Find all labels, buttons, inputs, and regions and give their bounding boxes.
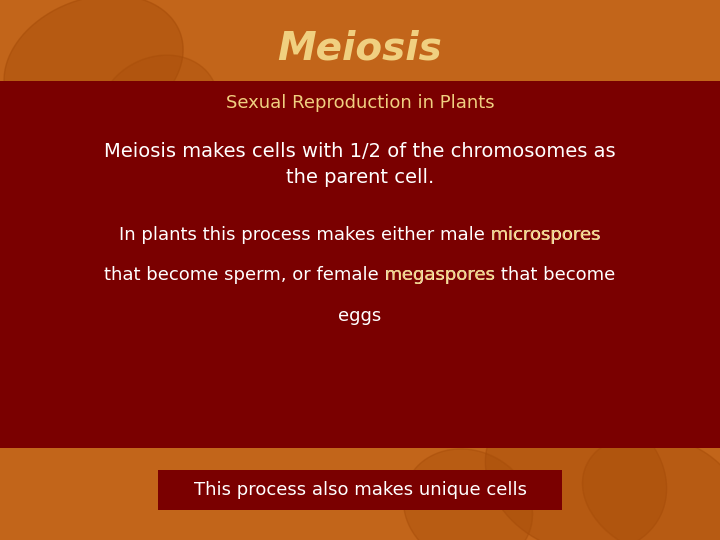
Text: Sexual Reproduction in Plants: Sexual Reproduction in Plants [225,93,495,112]
Text: This process also makes unique cells: This process also makes unique cells [194,481,526,500]
Polygon shape [403,449,533,540]
Polygon shape [0,87,89,183]
Text: In plants this process makes either male microspores: In plants this process makes either male… [119,226,601,244]
Text: Meiosis makes cells with 1/2 of the chromosomes as
the parent cell.: Meiosis makes cells with 1/2 of the chro… [104,142,616,187]
Text: megaspores: megaspores [385,266,495,285]
Text: that become sperm, or female megaspores that become: that become sperm, or female megaspores … [104,266,616,285]
Text: eggs: eggs [338,307,382,325]
Polygon shape [631,87,720,183]
Text: microspores: microspores [491,226,601,244]
Polygon shape [99,55,218,161]
FancyBboxPatch shape [0,81,720,448]
FancyBboxPatch shape [158,470,562,510]
Polygon shape [485,397,667,540]
Polygon shape [4,0,183,134]
Polygon shape [582,435,720,540]
Text: Meiosis: Meiosis [278,30,442,68]
